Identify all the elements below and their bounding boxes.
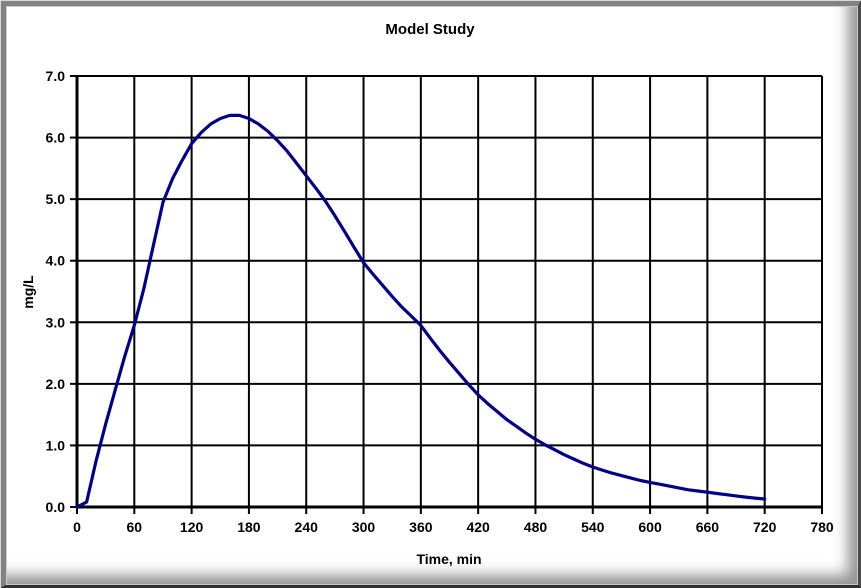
y-axis-title: mg/L bbox=[20, 275, 36, 309]
y-tick-label: 3.0 bbox=[46, 314, 66, 330]
x-tick-label: 180 bbox=[237, 519, 261, 535]
x-tick-label: 540 bbox=[581, 519, 605, 535]
x-tick-label: 120 bbox=[180, 519, 204, 535]
x-tick-label: 0 bbox=[73, 519, 81, 535]
y-tick-label: 4.0 bbox=[46, 253, 66, 269]
x-tick-label: 660 bbox=[696, 519, 720, 535]
y-tick-label: 0.0 bbox=[46, 499, 66, 515]
x-tick-label: 60 bbox=[127, 519, 143, 535]
x-axis-title: Time, min bbox=[416, 551, 481, 567]
series-line bbox=[75, 113, 767, 509]
y-tick-label: 5.0 bbox=[46, 191, 66, 207]
axis-tick-marks bbox=[70, 75, 823, 514]
y-tick-label: 2.0 bbox=[46, 376, 66, 392]
y-tick-label: 7.0 bbox=[46, 68, 66, 84]
x-tick-label: 480 bbox=[524, 519, 548, 535]
x-tick-label: 780 bbox=[810, 519, 834, 535]
x-tick-label: 300 bbox=[352, 519, 376, 535]
chart-title: Model Study bbox=[385, 21, 475, 38]
x-tick-label: 240 bbox=[295, 519, 319, 535]
x-tick-label: 420 bbox=[466, 519, 490, 535]
y-tick-labels: 0.0 1.0 2.0 3.0 4.0 5.0 6.0 7.0 bbox=[46, 68, 66, 515]
gridlines bbox=[76, 75, 823, 508]
x-tick-label: 600 bbox=[638, 519, 662, 535]
x-tick-label: 720 bbox=[753, 519, 777, 535]
series-line-layer bbox=[75, 113, 767, 509]
y-tick-label: 6.0 bbox=[46, 130, 66, 146]
x-tick-label: 360 bbox=[409, 519, 433, 535]
axis-lines bbox=[75, 76, 822, 509]
y-tick-label: 1.0 bbox=[46, 437, 66, 453]
x-tick-labels: 0 60 120 180 240 300 360 420 480 540 600 660 720 780 bbox=[73, 519, 834, 535]
